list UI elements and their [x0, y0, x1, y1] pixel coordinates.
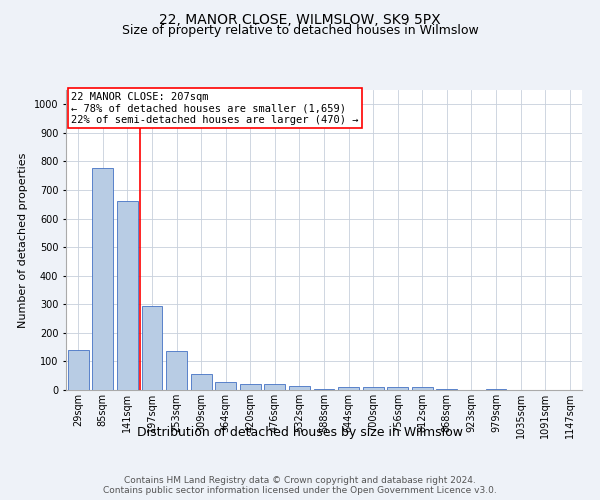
Bar — [412, 387, 433, 390]
Bar — [92, 168, 113, 390]
Bar — [142, 306, 163, 390]
Bar — [387, 387, 408, 390]
Bar — [265, 384, 286, 390]
Bar — [436, 388, 457, 390]
Bar — [166, 351, 187, 390]
Text: 22 MANOR CLOSE: 207sqm
← 78% of detached houses are smaller (1,659)
22% of semi-: 22 MANOR CLOSE: 207sqm ← 78% of detached… — [71, 92, 359, 124]
Text: Distribution of detached houses by size in Wilmslow: Distribution of detached houses by size … — [137, 426, 463, 439]
Bar — [338, 387, 359, 390]
Bar — [117, 202, 138, 390]
Bar — [485, 388, 506, 390]
Bar — [289, 386, 310, 390]
Bar — [68, 350, 89, 390]
Text: 22, MANOR CLOSE, WILMSLOW, SK9 5PX: 22, MANOR CLOSE, WILMSLOW, SK9 5PX — [159, 12, 441, 26]
Bar — [362, 387, 383, 390]
Bar — [314, 388, 334, 390]
Y-axis label: Number of detached properties: Number of detached properties — [19, 152, 28, 328]
Text: Contains HM Land Registry data © Crown copyright and database right 2024.
Contai: Contains HM Land Registry data © Crown c… — [103, 476, 497, 495]
Bar — [240, 384, 261, 390]
Bar — [215, 382, 236, 390]
Text: Size of property relative to detached houses in Wilmslow: Size of property relative to detached ho… — [122, 24, 478, 37]
Bar — [191, 374, 212, 390]
